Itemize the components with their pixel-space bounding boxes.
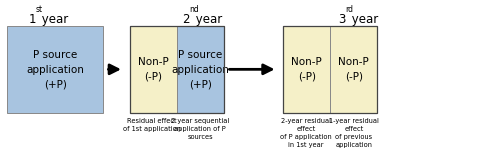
Text: Residual effect
of 1st application: Residual effect of 1st application (123, 118, 181, 132)
Text: year: year (38, 13, 69, 26)
Text: 2 year sequential
application of P
sources: 2 year sequential application of P sourc… (171, 118, 229, 140)
Text: P source
application
(+P): P source application (+P) (26, 50, 84, 89)
Bar (283, 26, 377, 113)
Text: 3: 3 (338, 13, 346, 26)
Text: year: year (348, 13, 378, 26)
Text: P source
application
(+P): P source application (+P) (171, 50, 229, 89)
Text: 2-year residual
effect
of P application
in 1st year: 2-year residual effect of P application … (280, 118, 332, 148)
Text: 1: 1 (28, 13, 36, 26)
Text: st: st (36, 5, 43, 14)
Text: nd: nd (190, 5, 199, 14)
Text: rd: rd (346, 5, 354, 14)
Text: Non-P
(-P): Non-P (-P) (291, 58, 322, 82)
Bar (130, 26, 177, 113)
Bar (177, 26, 224, 113)
Text: 2: 2 (182, 13, 190, 26)
Text: 1-year residual
effect
of previous
application: 1-year residual effect of previous appli… (329, 118, 379, 148)
Text: Non-P
(-P): Non-P (-P) (138, 58, 168, 82)
Text: Non-P
(-P): Non-P (-P) (338, 58, 369, 82)
Bar (330, 26, 377, 113)
Bar (130, 26, 224, 113)
Text: year: year (192, 13, 222, 26)
Bar (283, 26, 330, 113)
Bar (7, 26, 103, 113)
